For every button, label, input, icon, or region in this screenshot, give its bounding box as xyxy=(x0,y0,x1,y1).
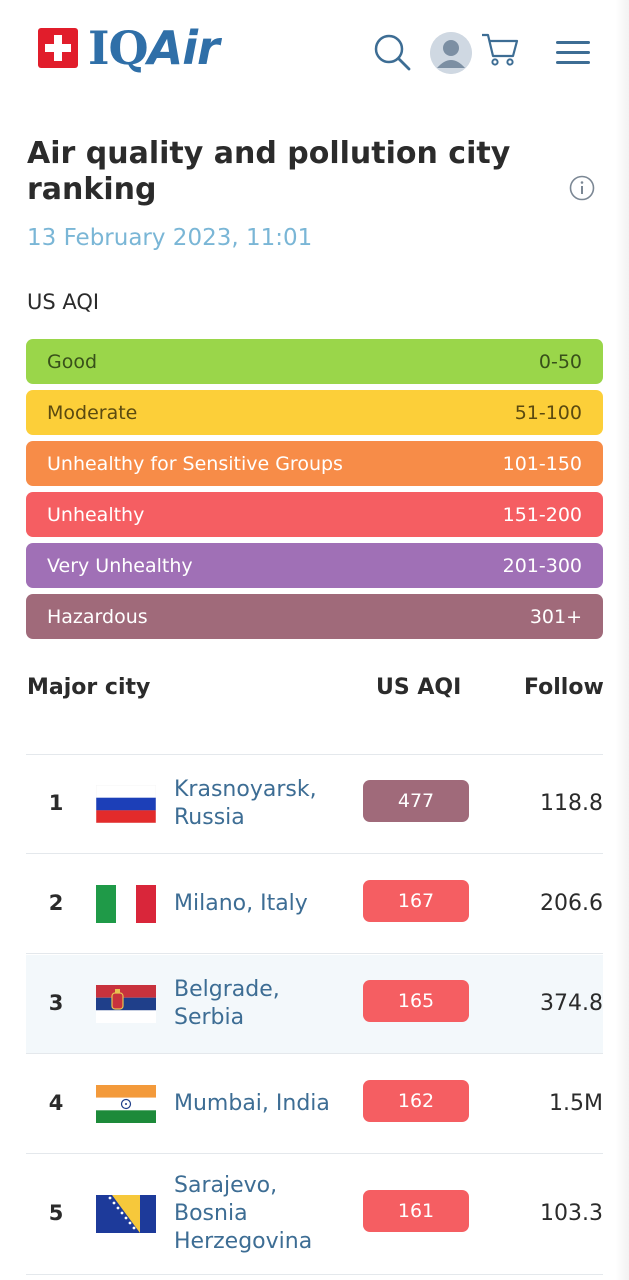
serbia-flag-icon xyxy=(96,985,156,1023)
column-header-city[interactable]: Major city xyxy=(27,675,151,700)
followers-count: 118.8 xyxy=(540,791,603,816)
aqi-scale-label: US AQI xyxy=(27,290,100,314)
swiss-cross-icon xyxy=(38,28,78,68)
page-title: Air quality and pollution city ranking xyxy=(27,136,511,207)
city-name-line: Milano, Italy xyxy=(174,891,308,916)
table-row[interactable]: 4 Mumbai, India 162 1.5M xyxy=(26,1055,603,1154)
city-name-link[interactable]: Sarajevo, Bosnia Herzegovina xyxy=(174,1172,344,1256)
followers-count: 1.5M xyxy=(549,1091,603,1116)
city-name-line: Russia xyxy=(174,805,245,830)
table-row[interactable]: 5 Sarajevo, Bosnia Herzegovina 161 103.3 xyxy=(26,1155,603,1275)
aqi-badge: 161 xyxy=(363,1190,469,1232)
hamburger-menu-icon[interactable] xyxy=(556,38,590,68)
legend-unhealthy-sensitive: Unhealthy for Sensitive Groups 101-150 xyxy=(26,441,603,486)
legend-range: 51-100 xyxy=(514,401,582,424)
brand-name: IQAir xyxy=(88,21,220,75)
legend-range: 201-300 xyxy=(502,554,582,577)
aqi-legend: Good 0-50 Moderate 51-100 Unhealthy for … xyxy=(26,339,603,645)
rank-number: 5 xyxy=(48,1201,64,1225)
legend-label: Unhealthy xyxy=(47,503,145,526)
followers-count: 103.3 xyxy=(540,1201,603,1226)
legend-very-unhealthy: Very Unhealthy 201-300 xyxy=(26,543,603,588)
info-icon[interactable] xyxy=(569,175,595,201)
city-name-line: Bosnia xyxy=(174,1201,248,1226)
legend-label: Very Unhealthy xyxy=(47,554,193,577)
column-header-followers[interactable]: Followe xyxy=(524,675,603,700)
legend-range: 301+ xyxy=(529,605,582,628)
table-row[interactable]: 2 Milano, Italy 167 206.6 xyxy=(26,855,603,954)
aqi-badge: 165 xyxy=(363,980,469,1022)
city-name-link[interactable]: Mumbai, India xyxy=(174,1090,344,1118)
italy-flag-icon xyxy=(96,885,156,923)
legend-label: Moderate xyxy=(47,401,138,424)
russia-flag-icon xyxy=(96,785,156,823)
legend-moderate: Moderate 51-100 xyxy=(26,390,603,435)
city-name-line: Mumbai, India xyxy=(174,1091,330,1116)
table-row[interactable]: 3 Belgrade, Serbia 165 374.8 xyxy=(26,955,603,1054)
cart-icon[interactable] xyxy=(480,30,520,70)
legend-good: Good 0-50 xyxy=(26,339,603,384)
legend-label: Hazardous xyxy=(47,605,148,628)
followers-count: 206.6 xyxy=(540,891,603,916)
legend-range: 151-200 xyxy=(502,503,582,526)
legend-label: Good xyxy=(47,350,98,373)
city-name-line: Krasnoyarsk, xyxy=(174,777,317,802)
aqi-badge: 162 xyxy=(363,1080,469,1122)
iqair-logo[interactable]: IQAir xyxy=(38,21,220,75)
legend-unhealthy: Unhealthy 151-200 xyxy=(26,492,603,537)
column-header-aqi[interactable]: US AQI xyxy=(376,675,462,700)
table-divider xyxy=(26,754,603,755)
legend-hazardous: Hazardous 301+ xyxy=(26,594,603,639)
rank-number: 3 xyxy=(48,991,64,1015)
city-name-link[interactable]: Krasnoyarsk, Russia xyxy=(174,776,344,832)
user-avatar[interactable] xyxy=(430,32,472,74)
aqi-badge: 477 xyxy=(363,780,469,822)
right-edge-shadow xyxy=(615,0,629,1280)
india-flag-icon xyxy=(96,1085,156,1123)
legend-range: 0-50 xyxy=(538,350,582,373)
city-name-link[interactable]: Belgrade, Serbia xyxy=(174,976,344,1032)
rank-number: 2 xyxy=(48,891,64,915)
legend-label: Unhealthy for Sensitive Groups xyxy=(47,452,343,475)
top-header: IQAir xyxy=(0,0,629,110)
aqi-badge: 167 xyxy=(363,880,469,922)
city-name-link[interactable]: Milano, Italy xyxy=(174,890,344,918)
search-icon[interactable] xyxy=(372,32,412,72)
bosnia-flag-icon xyxy=(96,1195,156,1233)
city-name-line: Herzegovina xyxy=(174,1229,313,1254)
rank-number: 4 xyxy=(48,1091,64,1115)
city-name-line: Sarajevo, xyxy=(174,1173,278,1198)
last-updated-datetime: 13 February 2023, 11:01 xyxy=(27,225,313,251)
rank-number: 1 xyxy=(48,791,64,815)
legend-range: 101-150 xyxy=(502,452,582,475)
table-row[interactable]: 1 Krasnoyarsk, Russia 477 118.8 xyxy=(26,755,603,854)
city-name-line: Serbia xyxy=(174,1005,245,1030)
followers-count: 374.8 xyxy=(540,991,603,1016)
city-name-line: Belgrade, xyxy=(174,977,280,1002)
